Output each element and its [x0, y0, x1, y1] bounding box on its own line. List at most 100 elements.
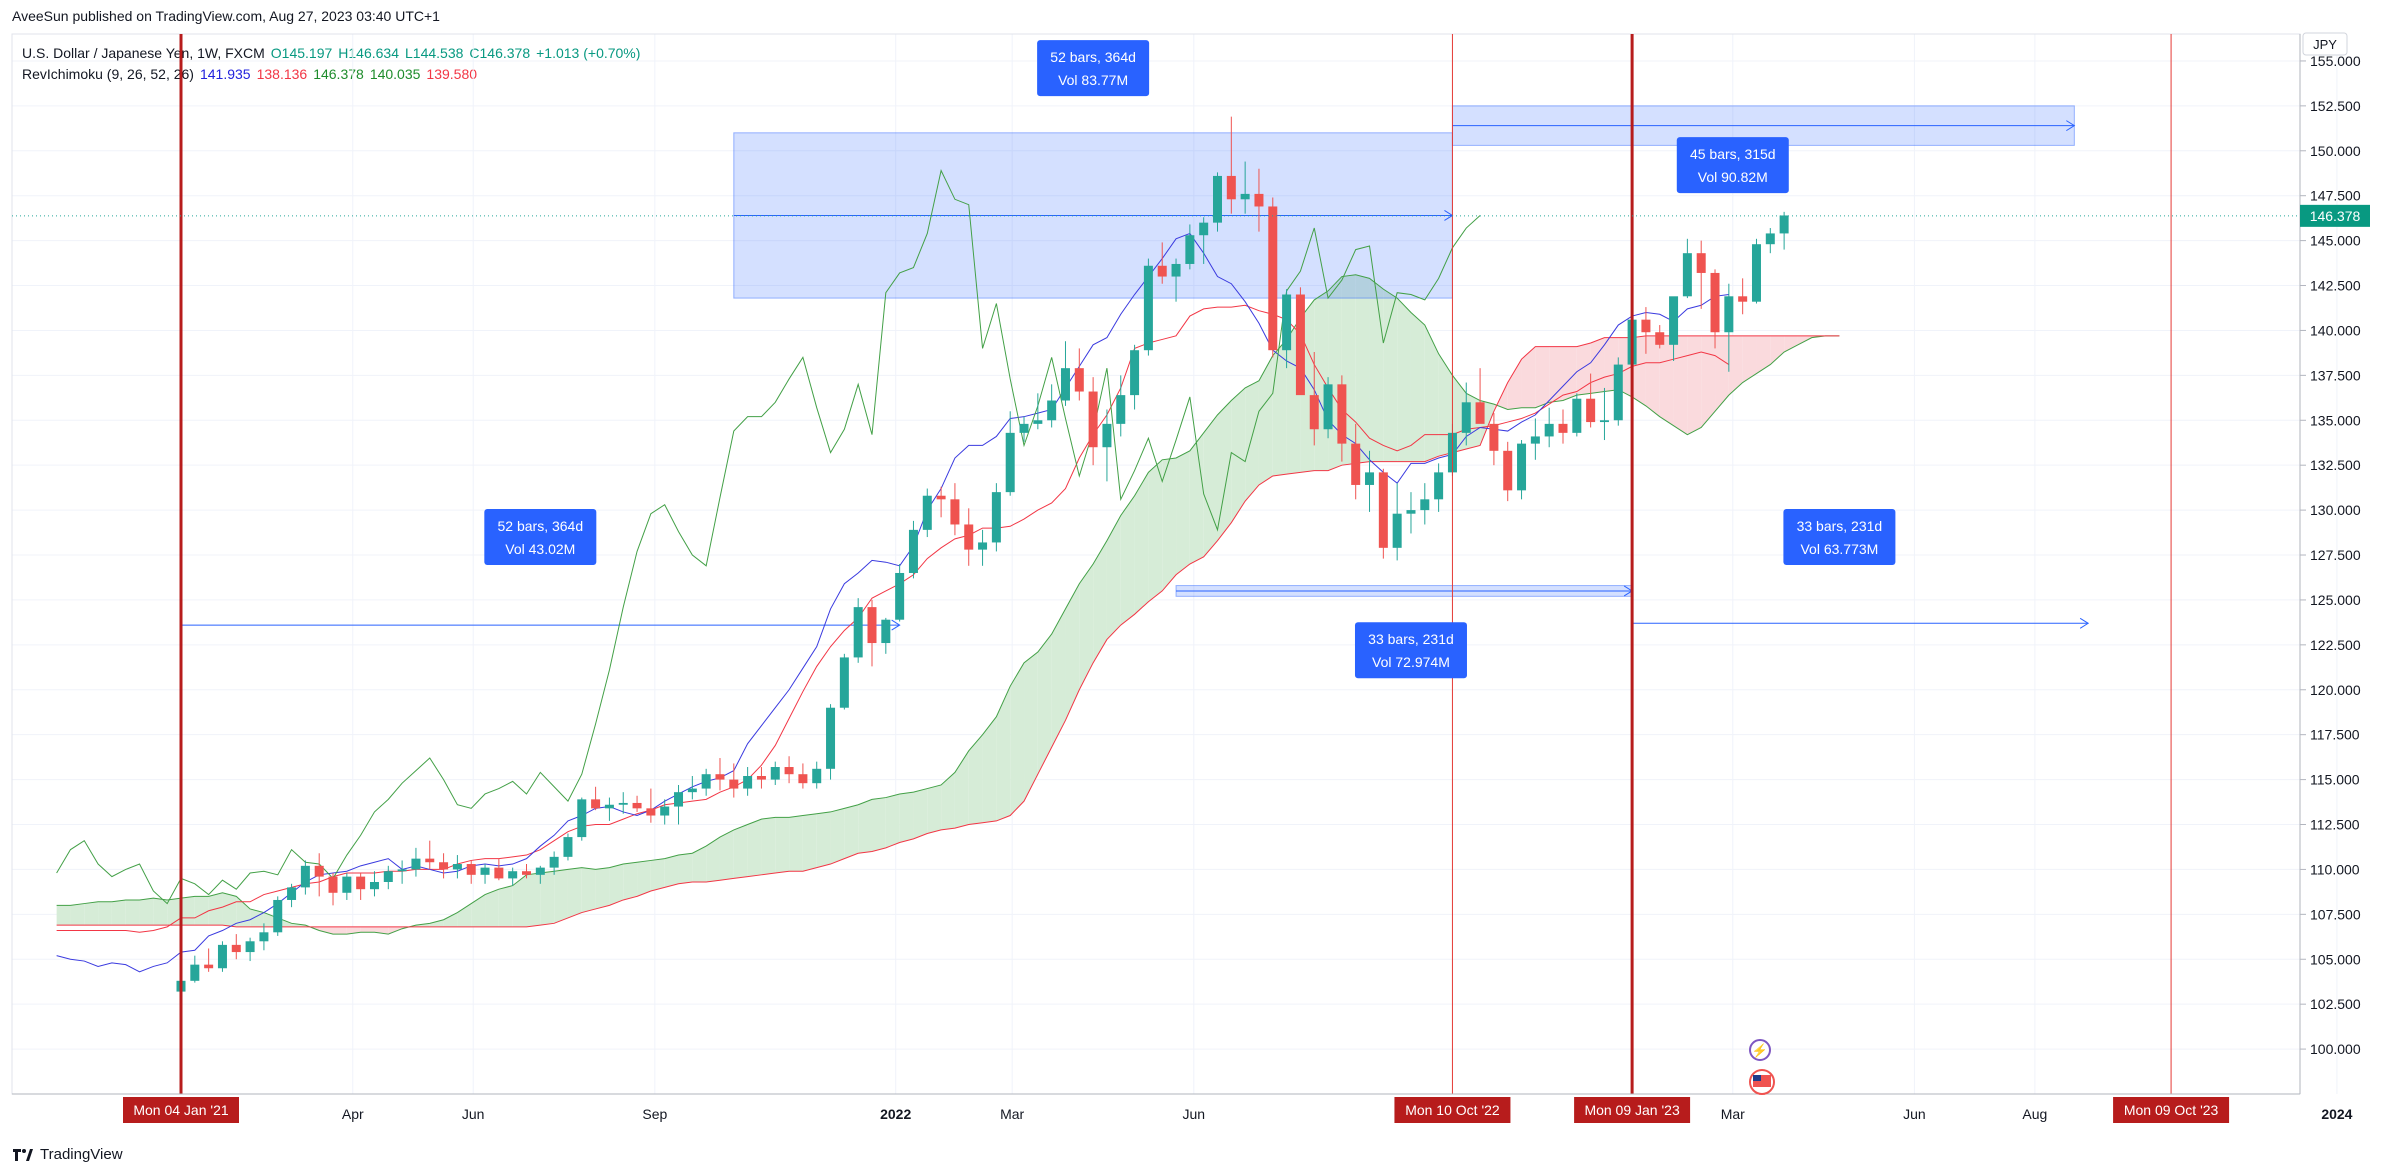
candle-body: [522, 871, 531, 875]
cloud-segment: [194, 896, 209, 926]
cloud-segment: [319, 926, 334, 935]
candle-body: [1365, 472, 1375, 485]
indicator-legend: RevIchimoku (9, 26, 52, 26) 141.935 138.13…: [22, 66, 477, 82]
cloud-segment: [139, 898, 154, 926]
currency-button[interactable]: [2302, 32, 2348, 56]
cloud-segment: [429, 919, 444, 927]
y-tick-label: 102.500: [2310, 996, 2361, 1012]
measure-label-box[interactable]: [1354, 622, 1467, 679]
measure-label-box[interactable]: [1783, 509, 1896, 566]
cloud-segment: [1148, 459, 1163, 602]
cloud-segment: [1176, 450, 1190, 575]
cloud-segment: [692, 846, 707, 882]
date-marker-label: Mon 04 Jan '21: [133, 1102, 229, 1118]
candle-body: [1088, 391, 1098, 448]
cloud-segment: [595, 867, 610, 909]
cloud-segment: [1645, 335, 1660, 417]
cloud-segment: [554, 869, 568, 924]
candle-body: [1765, 233, 1775, 245]
dividend-event-icon[interactable]: [1749, 1039, 1771, 1061]
footer-brand[interactable]: TradingView: [12, 1146, 123, 1163]
candle-body: [535, 867, 545, 875]
cloud-segment: [1535, 346, 1550, 408]
span-b-line: [56, 335, 1840, 928]
cloud-segment: [1369, 278, 1384, 462]
x-tick-label: Jun: [462, 1106, 485, 1122]
candle-body: [1282, 294, 1292, 351]
symbol-legend: U.S. Dollar / Japanese Yen, 1W, FXCM O145…: [22, 45, 640, 61]
cloud-segment: [1549, 346, 1563, 403]
lightning-icon: ⚡: [1752, 1043, 1768, 1059]
ichimoku-cloud: [56, 274, 1826, 935]
brand-name: TradingView: [40, 1146, 123, 1163]
symbol-name[interactable]: U.S. Dollar / Japanese Yen, 1W, FXCM: [22, 45, 265, 61]
y-tick-label: 120.000: [2310, 682, 2361, 698]
measure-label-line1: 45 bars, 315d: [1690, 146, 1776, 162]
cloud-segment: [125, 899, 140, 926]
indicator-name[interactable]: RevIchimoku (9, 26, 52, 26): [22, 66, 194, 82]
measure-label-line1: 52 bars, 364d: [498, 518, 584, 534]
cloud-segment: [1410, 312, 1425, 462]
measure-label-box[interactable]: [1037, 40, 1150, 97]
y-tick-label: 140.000: [2310, 322, 2361, 338]
cloud-segment: [153, 898, 168, 926]
candle-body: [1392, 513, 1402, 548]
cloud-segment: [1397, 298, 1411, 462]
candle-body: [1530, 436, 1540, 444]
cloud-segment: [1659, 335, 1674, 426]
candles: [176, 116, 1789, 996]
candle-body: [826, 707, 836, 769]
candle-body: [604, 804, 614, 809]
candle-body: [715, 774, 725, 780]
candle-body: [411, 858, 421, 870]
date-marker-label: Mon 09 Oct '23: [2124, 1102, 2219, 1118]
measure-label-box[interactable]: [1676, 137, 1789, 194]
ind-value-chikou: 146.378: [313, 66, 364, 82]
candle-body: [991, 492, 1001, 543]
legend-low: L144.538: [405, 45, 464, 61]
price-axis[interactable]: 100.000 102.500 105.000 107.500 110.000 112.5…: [12, 32, 2370, 1094]
candle-body: [273, 899, 283, 933]
cloud-segment: [1120, 495, 1135, 626]
cloud-segment: [181, 896, 195, 926]
x-tick-label: 2024: [2321, 1106, 2352, 1122]
candle-body: [1461, 402, 1471, 433]
measure-label-box[interactable]: [484, 509, 597, 566]
y-tick-label: 115.000: [2310, 772, 2360, 788]
candle-body: [1434, 472, 1444, 500]
y-tick-label: 137.500: [2310, 367, 2361, 383]
cloud-segment: [1563, 346, 1577, 401]
candle-body: [259, 932, 269, 942]
candle-body: [1171, 263, 1181, 277]
y-tick-label: 122.500: [2310, 637, 2361, 653]
candle-body: [1295, 294, 1305, 396]
cloud-segment: [457, 903, 472, 927]
last-price-tag[interactable]: [2300, 204, 2370, 227]
candle-body: [383, 871, 393, 882]
measure-label-line1: 33 bars, 231d: [1797, 518, 1883, 534]
candle-body: [1779, 215, 1789, 234]
candle-body: [1254, 193, 1264, 207]
measure-label-line2: Vol 90.82M: [1698, 169, 1768, 185]
cloud-segment: [1687, 335, 1702, 435]
cloud-segment: [1162, 458, 1177, 591]
cloud-segment: [1521, 346, 1536, 408]
legend-open: O145.197: [270, 45, 333, 61]
candle-body: [1019, 423, 1029, 433]
cloud-segment: [623, 862, 638, 900]
measure-arrow-head: [2066, 120, 2076, 132]
cloud-segment: [816, 811, 831, 868]
time-axis[interactable]: AprJunSep2022MarJunMarJunAug2024MarMay: [12, 1093, 2387, 1122]
date-marker-label: Mon 10 Oct '22: [1405, 1102, 1500, 1118]
candle-body: [1268, 206, 1278, 351]
candle-body: [908, 529, 918, 573]
y-tick-label: 110.000: [2310, 861, 2360, 877]
x-tick-label: Jun: [1903, 1106, 1926, 1122]
span-a-line: [56, 274, 1840, 935]
date-markers: Mon 04 Jan '21 Mon 10 Oct '22 Mon 09 Jan '…: [123, 34, 2230, 1123]
cloud-segment: [1079, 564, 1094, 690]
ind-value-span-b: 139.580: [426, 66, 478, 82]
candle-body: [1669, 296, 1679, 345]
cloud-segment: [1756, 335, 1771, 374]
